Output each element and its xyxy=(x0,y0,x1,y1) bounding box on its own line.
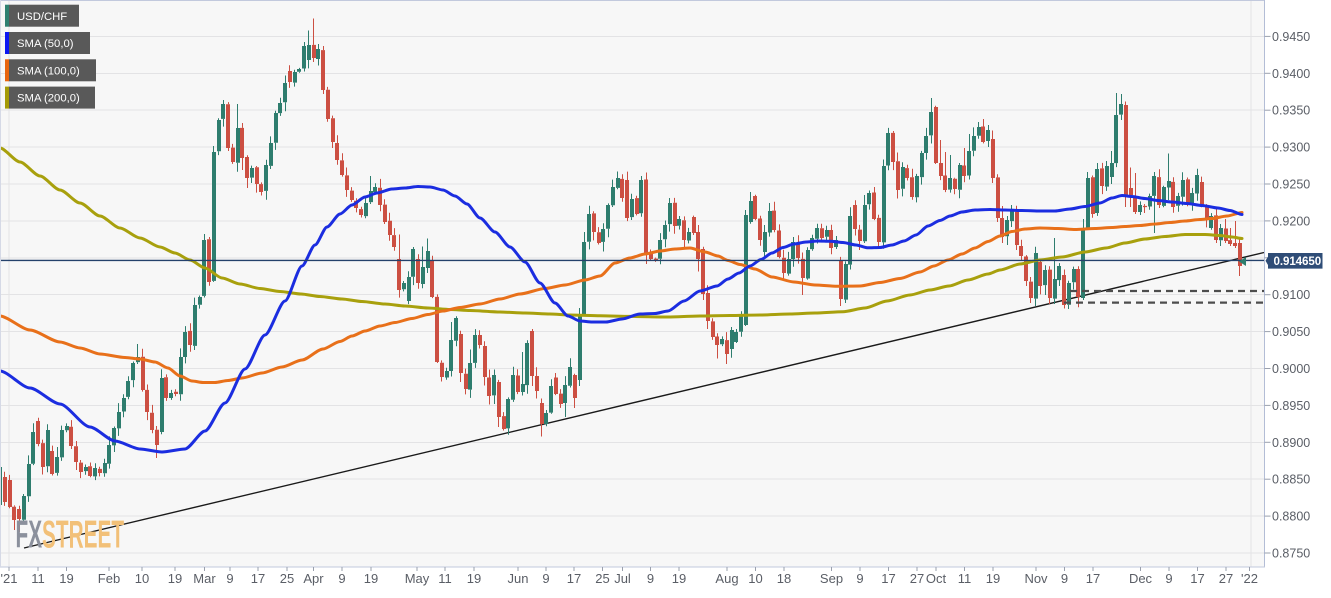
svg-text:19: 19 xyxy=(59,571,73,586)
svg-text:0.9250: 0.9250 xyxy=(1272,178,1310,192)
svg-text:Nov: Nov xyxy=(1024,571,1048,586)
svg-text:10: 10 xyxy=(135,571,149,586)
svg-text:17: 17 xyxy=(567,571,581,586)
svg-text:9: 9 xyxy=(856,571,863,586)
svg-text:27: 27 xyxy=(1219,571,1233,586)
svg-text:Oct: Oct xyxy=(926,571,947,586)
svg-text:USD/CHF: USD/CHF xyxy=(17,11,67,23)
svg-text:SMA (200,0): SMA (200,0) xyxy=(17,93,80,105)
svg-text:0.9050: 0.9050 xyxy=(1272,325,1310,339)
svg-text:19: 19 xyxy=(364,571,378,586)
svg-text:Jul: Jul xyxy=(614,571,631,586)
svg-text:0.914650: 0.914650 xyxy=(1274,255,1322,268)
svg-text:Sep: Sep xyxy=(820,571,843,586)
svg-text:17: 17 xyxy=(881,571,895,586)
svg-text:10: 10 xyxy=(748,571,762,586)
svg-text:0.8800: 0.8800 xyxy=(1272,510,1310,524)
svg-text:19: 19 xyxy=(467,571,481,586)
svg-text:Jun: Jun xyxy=(508,571,529,586)
svg-text:FXSTREET: FXSTREET xyxy=(16,513,125,557)
svg-text:17: 17 xyxy=(1086,571,1100,586)
svg-text:Aug: Aug xyxy=(715,571,738,586)
svg-text:11: 11 xyxy=(438,571,452,586)
svg-text:May: May xyxy=(405,571,430,586)
svg-text:19: 19 xyxy=(672,571,686,586)
svg-text:9: 9 xyxy=(338,571,345,586)
svg-text:9: 9 xyxy=(226,571,233,586)
svg-text:19: 19 xyxy=(986,571,1000,586)
svg-text:19: 19 xyxy=(168,571,182,586)
svg-text:18: 18 xyxy=(777,571,791,586)
svg-text:25: 25 xyxy=(595,571,609,586)
svg-text:0.9300: 0.9300 xyxy=(1272,141,1310,155)
svg-text:9: 9 xyxy=(542,571,549,586)
svg-text:'21: '21 xyxy=(1,571,18,586)
svg-text:0.9100: 0.9100 xyxy=(1272,288,1310,302)
svg-text:'22: '22 xyxy=(1241,571,1258,586)
svg-text:0.9000: 0.9000 xyxy=(1272,362,1310,376)
svg-text:11: 11 xyxy=(31,571,45,586)
svg-text:Feb: Feb xyxy=(98,571,120,586)
svg-text:Apr: Apr xyxy=(303,571,324,586)
svg-text:0.9350: 0.9350 xyxy=(1272,104,1310,118)
svg-text:11: 11 xyxy=(958,571,972,586)
svg-text:SMA (50,0): SMA (50,0) xyxy=(17,38,74,50)
svg-text:0.9450: 0.9450 xyxy=(1272,30,1310,44)
svg-text:Dec: Dec xyxy=(1129,571,1153,586)
svg-text:0.8750: 0.8750 xyxy=(1272,547,1310,561)
svg-text:Mar: Mar xyxy=(193,571,216,586)
svg-text:9: 9 xyxy=(1165,571,1172,586)
svg-text:0.9400: 0.9400 xyxy=(1272,67,1310,81)
svg-text:9: 9 xyxy=(647,571,654,586)
svg-text:0.8900: 0.8900 xyxy=(1272,436,1310,450)
svg-text:0.8950: 0.8950 xyxy=(1272,399,1310,413)
svg-text:0.8850: 0.8850 xyxy=(1272,473,1310,487)
svg-text:SMA (100,0): SMA (100,0) xyxy=(17,65,80,77)
svg-text:27: 27 xyxy=(910,571,924,586)
svg-text:0.9200: 0.9200 xyxy=(1272,214,1310,228)
svg-text:17: 17 xyxy=(1190,571,1204,586)
svg-text:9: 9 xyxy=(1061,571,1068,586)
svg-text:25: 25 xyxy=(280,571,294,586)
svg-text:17: 17 xyxy=(251,571,265,586)
